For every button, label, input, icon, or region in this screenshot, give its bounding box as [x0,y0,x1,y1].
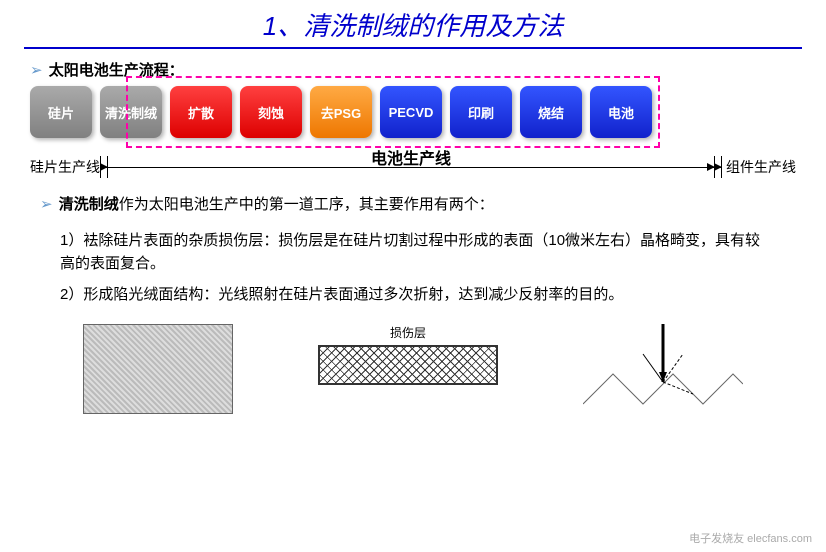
images-row: 损伤层 [40,324,786,414]
reflection-svg [583,324,743,414]
title-bar: 1、清洗制绒的作用及方法 [0,0,826,45]
flow-arrow-row: 硅片生产线 电池生产线 组件生产线 [30,156,796,178]
function-list: 1）袪除硅片表面的杂质损伤层：损伤层是在硅片切割过程中形成的表面（10微米左右）… [60,229,766,307]
sem-image-placeholder [83,324,233,414]
hatched-rect [318,345,498,385]
refracted-ray [663,382,693,394]
hline-1 [101,167,107,168]
title-underline [24,47,802,49]
step-cell: 电池 [590,86,652,138]
wafer-line-label: 硅片生产线 [30,157,100,177]
step-psg: 去PSG [310,86,372,138]
step-etching: 刻蚀 [240,86,302,138]
step-diffusion: 扩散 [170,86,232,138]
hline-3 [715,167,721,168]
list-item: 1）袪除硅片表面的杂质损伤层：损伤层是在硅片切割过程中形成的表面（10微米左右）… [60,229,766,276]
module-line-label: 组件生产线 [726,157,796,177]
page-title: 1、清洗制绒的作用及方法 [263,11,563,41]
reflected-ray-1 [643,354,663,382]
step-print: 印刷 [450,86,512,138]
bullet-icon: ➢ [30,62,43,79]
paragraph-prefix: 清洗制绒 [59,196,119,213]
damage-layer-label: 损伤层 [390,324,426,341]
step-sinter: 烧结 [520,86,582,138]
paragraph-rest: 作为太阳电池生产中的第一道工序，其主要作用有两个： [119,196,494,213]
step-wafer: 硅片 [30,86,92,138]
step-pecvd: PECVD [380,86,442,138]
step-texturing: 清洗制绒 [100,86,162,138]
bullet-icon: ➢ [40,196,53,213]
list-item: 2）形成陷光绒面结构：光线照射在硅片表面通过多次折射，达到减少反射率的目的。 [60,283,766,306]
flow-row: 硅片 清洗制绒 扩散 刻蚀 去PSG PECVD 印刷 烧结 电池 [30,86,796,138]
main-paragraph: ➢ 清洗制绒作为太阳电池生产中的第一道工序，其主要作用有两个： [40,194,786,217]
cell-line-label: 电池生产线 [371,145,451,169]
damage-layer-diagram: 损伤层 [318,324,498,385]
watermark: 电子发烧友 elecfans.com [689,530,812,546]
reflected-ray-2 [663,354,683,382]
reflection-diagram [583,324,743,414]
hline-2: 电池生产线 [108,167,714,168]
process-header: 太阳电池生产流程： [49,62,184,79]
process-header-line: ➢ 太阳电池生产流程： [30,59,796,80]
